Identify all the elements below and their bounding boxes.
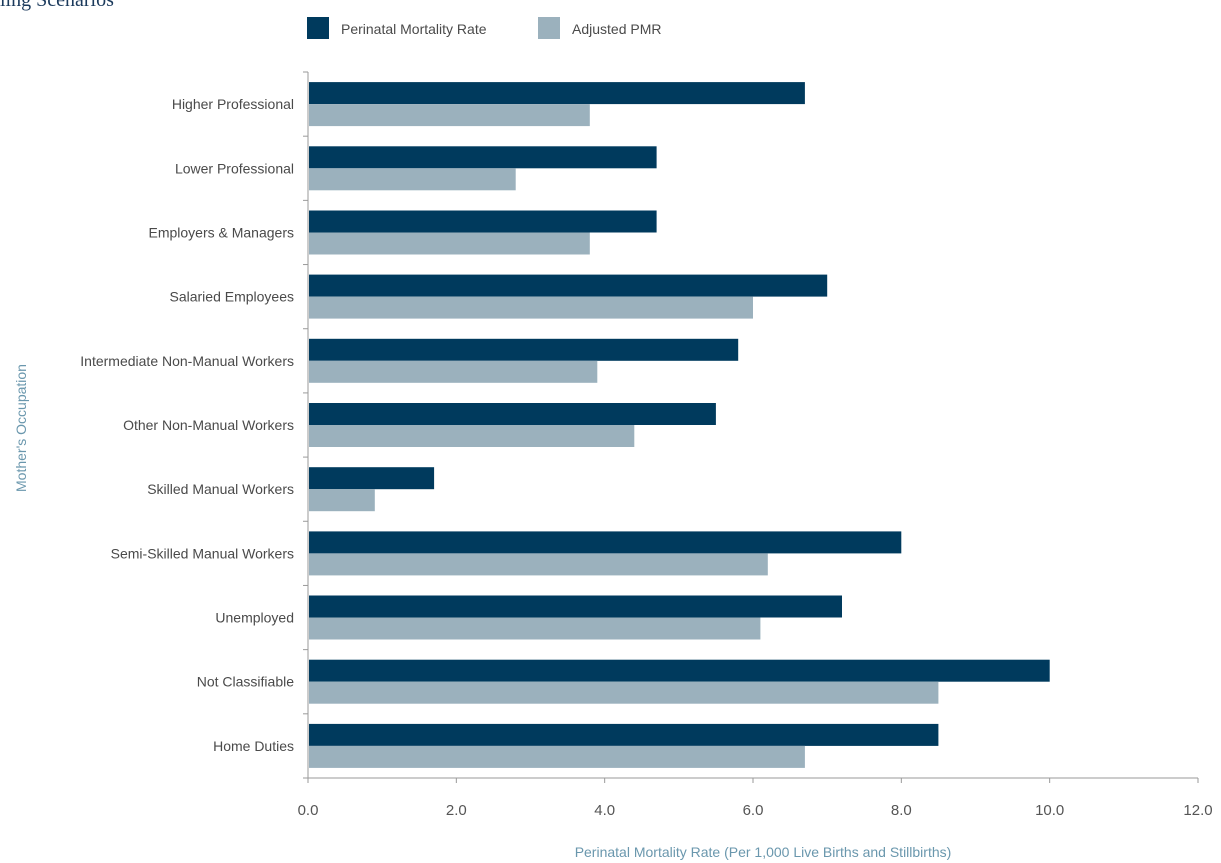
category-label: Lower Professional <box>175 160 294 176</box>
axes: 0.0 2.0 4.0 6.0 8.0 10.0 12.0 <box>298 71 1213 819</box>
header-fragment: ling Scenarios <box>0 0 114 11</box>
bar-pmr <box>309 467 435 490</box>
bar-pmr <box>309 723 939 746</box>
x-tick-label: 6.0 <box>743 802 764 819</box>
bar-pmr <box>309 274 828 297</box>
bar-pmr <box>309 146 657 169</box>
bars-group <box>309 82 1050 768</box>
bar-pmr <box>309 210 657 233</box>
category-label: Higher Professional <box>172 96 294 112</box>
bar-adjusted-pmr <box>309 168 516 191</box>
x-tick-label: 8.0 <box>891 802 912 819</box>
x-tick-label: 2.0 <box>446 802 467 819</box>
x-axis-title: Perinatal Mortality Rate (Per 1,000 Live… <box>575 844 952 860</box>
category-label: Intermediate Non-Manual Workers <box>80 353 294 369</box>
bar-pmr <box>309 659 1050 682</box>
bar-pmr <box>309 595 842 618</box>
category-labels: Higher Professional Lower Professional Emp… <box>80 96 294 754</box>
category-label: Unemployed <box>215 610 294 626</box>
bar-pmr <box>309 338 739 361</box>
category-label: Not Classifiable <box>197 674 294 690</box>
bar-adjusted-pmr <box>309 489 375 512</box>
bar-adjusted-pmr <box>309 745 805 768</box>
bar-adjusted-pmr <box>309 296 753 319</box>
legend-swatch <box>538 17 560 39</box>
bar-adjusted-pmr <box>309 617 761 640</box>
bar-adjusted-pmr <box>309 425 635 447</box>
bar-pmr <box>309 403 716 425</box>
x-tick-label: 4.0 <box>594 802 615 819</box>
category-label: Other Non-Manual Workers <box>123 417 294 433</box>
legend-swatch <box>307 17 329 39</box>
bar-adjusted-pmr <box>309 553 768 576</box>
bar-adjusted-pmr <box>309 681 939 704</box>
category-label: Employers & Managers <box>148 224 294 240</box>
bar-adjusted-pmr <box>309 104 590 127</box>
x-tick-label: 12.0 <box>1183 802 1212 819</box>
legend: Perinatal Mortality Rate Adjusted PMR <box>307 17 661 39</box>
x-tick-label: 0.0 <box>298 802 319 819</box>
legend-label: Perinatal Mortality Rate <box>341 21 487 37</box>
y-axis-title: Mother's Occupation <box>13 364 29 492</box>
category-label: Home Duties <box>213 738 294 754</box>
category-label: Semi-Skilled Manual Workers <box>111 545 294 561</box>
bar-pmr <box>309 82 805 105</box>
bar-adjusted-pmr <box>309 360 598 383</box>
category-label: Skilled Manual Workers <box>147 481 294 497</box>
category-label: Salaried Employees <box>169 289 294 305</box>
x-tick-label: 10.0 <box>1035 802 1064 819</box>
bar-pmr <box>309 531 902 554</box>
bar-adjusted-pmr <box>309 232 590 255</box>
legend-label: Adjusted PMR <box>572 21 661 37</box>
